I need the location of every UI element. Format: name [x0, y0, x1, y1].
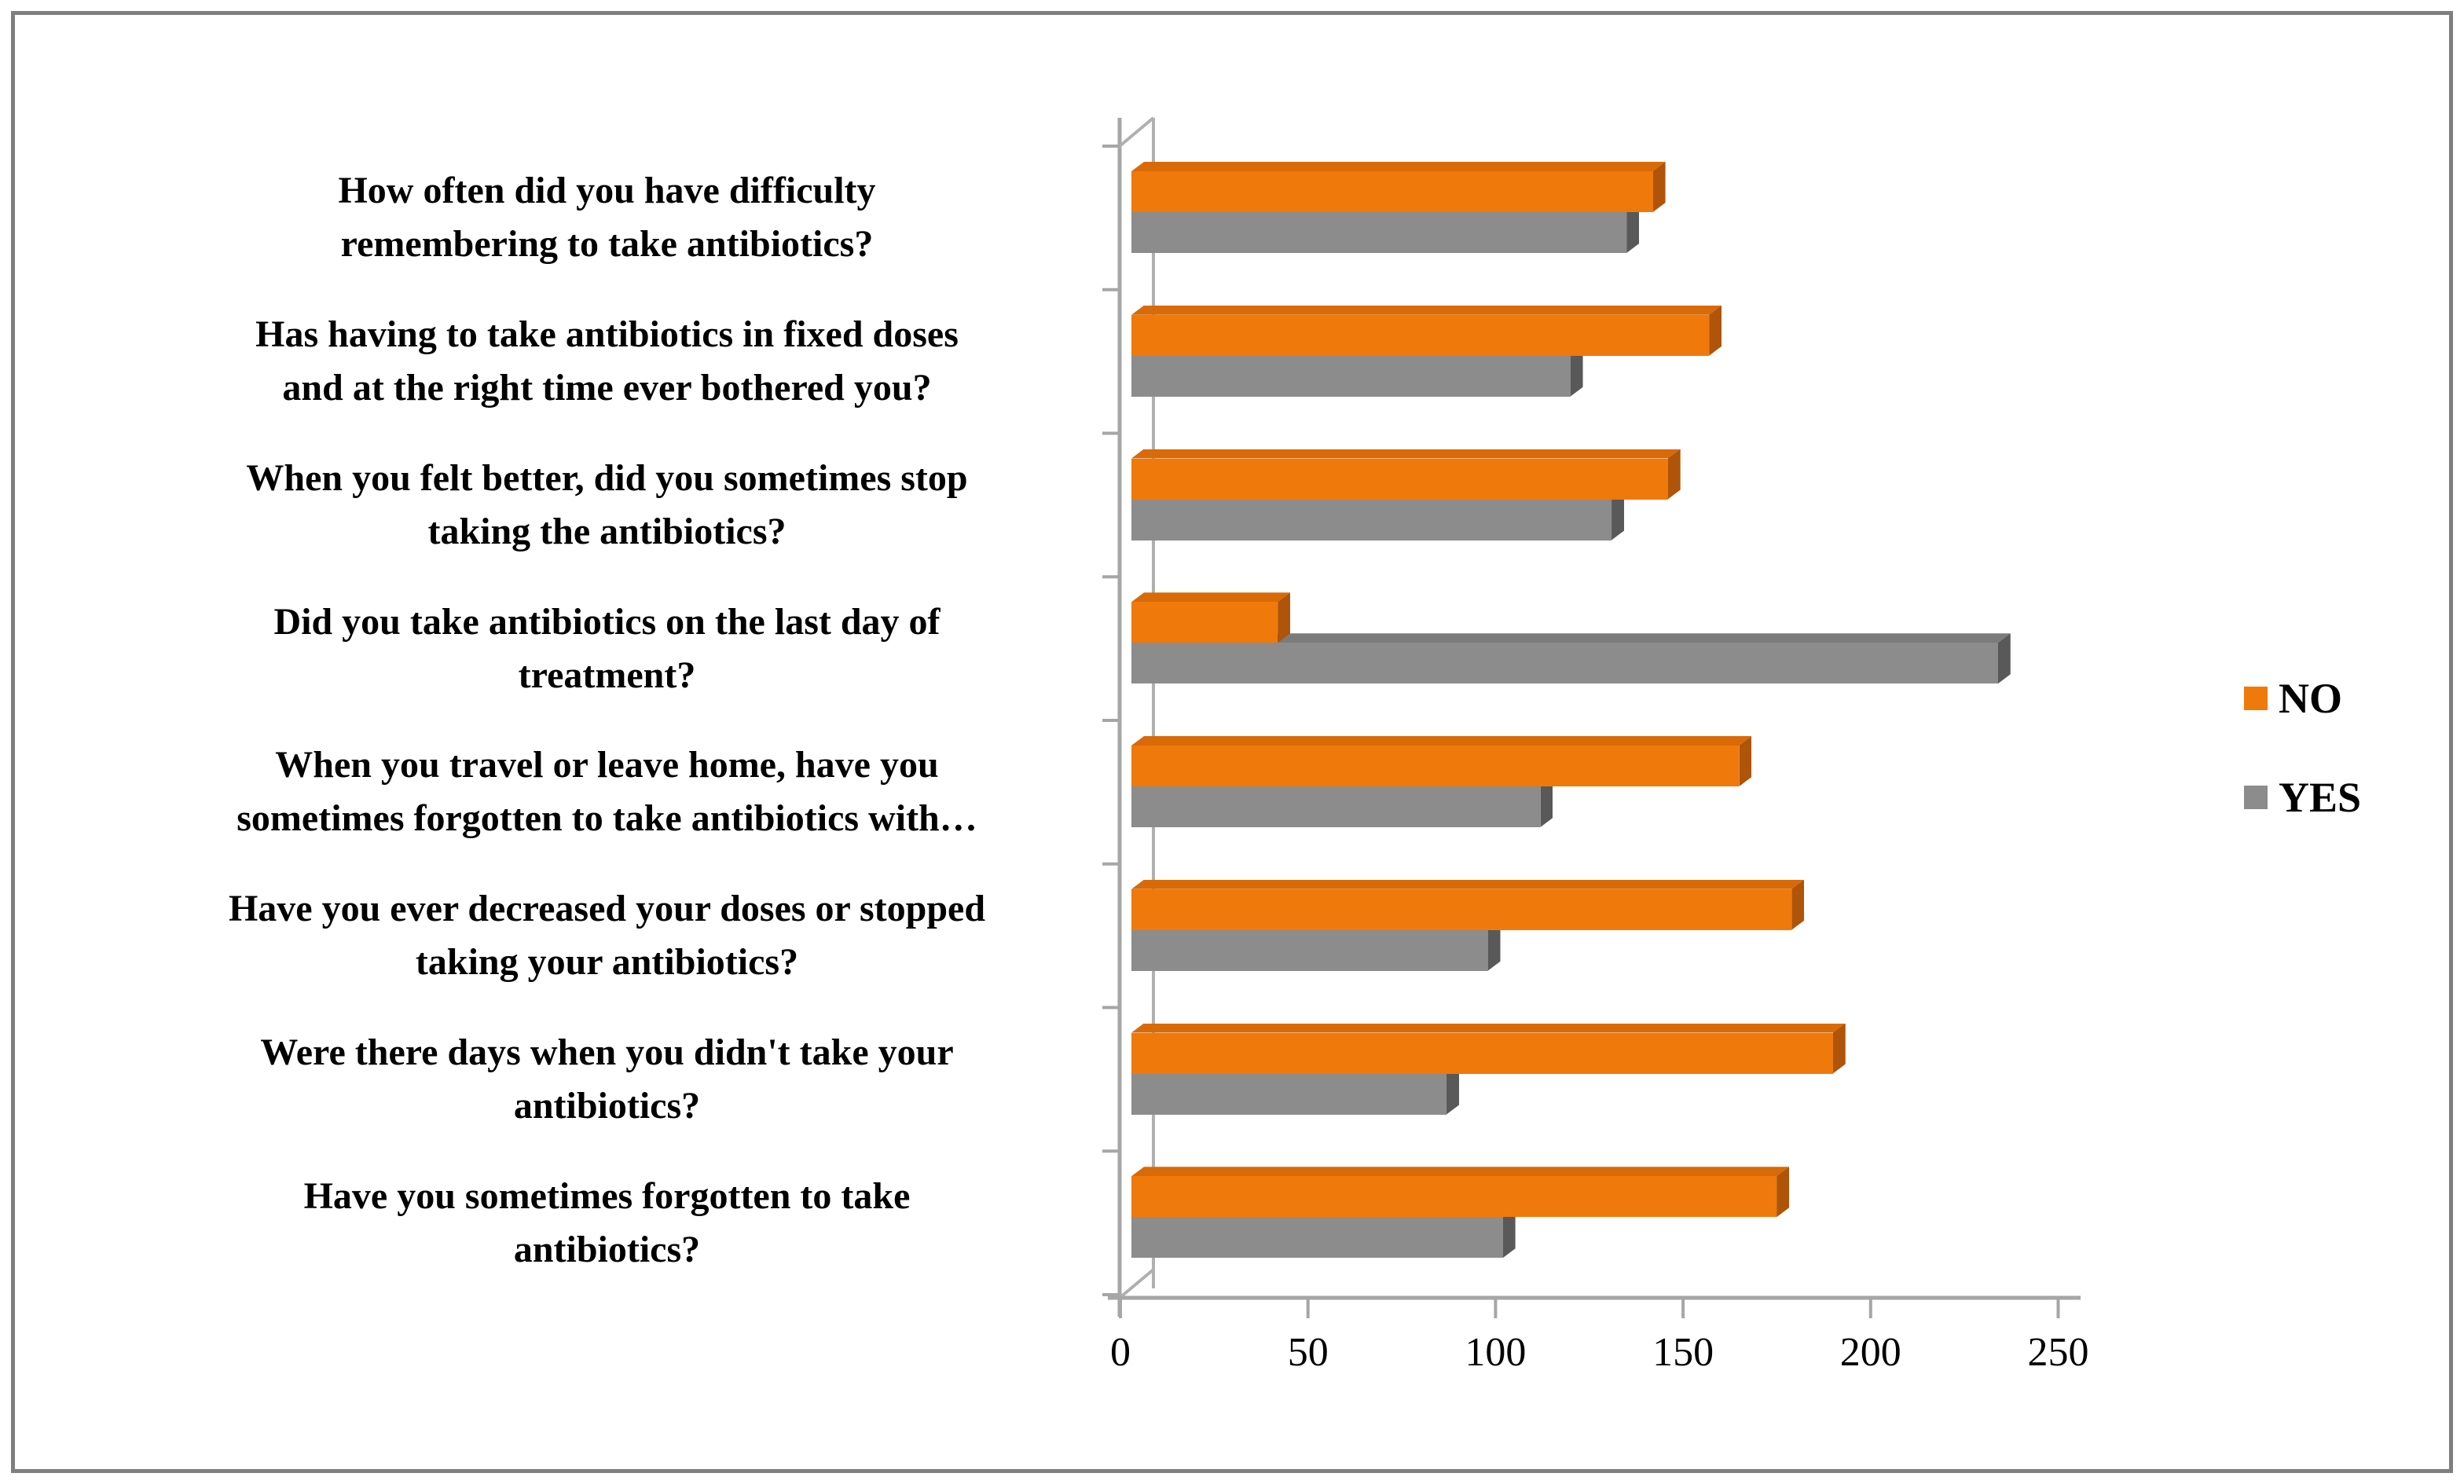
- category-label: Has having to take antibiotics in fixed …: [255, 313, 959, 409]
- legend-item-yes: YES: [2244, 773, 2361, 822]
- bar-no-top-face: [1131, 592, 1290, 602]
- category-label: When you travel or leave home, have you s…: [236, 744, 977, 840]
- x-tick-label: 200: [1839, 1330, 1901, 1375]
- bar-no: [1131, 171, 1653, 212]
- bar-no: [1131, 602, 1278, 643]
- bar-no: [1131, 1176, 1777, 1218]
- bar-no-top-face: [1131, 1167, 1789, 1176]
- legend-item-no: NO: [2244, 674, 2342, 723]
- bar-no: [1131, 458, 1668, 500]
- bar-no: [1131, 314, 1710, 356]
- bar-no-top-face: [1131, 880, 1804, 889]
- x-tick-label: 0: [1110, 1330, 1131, 1375]
- x-tick-label: 100: [1465, 1330, 1527, 1375]
- bar-yes-side-face: [1540, 777, 1553, 827]
- bar-yes-side-face: [1612, 490, 1624, 540]
- bar-yes: [1131, 929, 1488, 971]
- bar-no-top-face: [1131, 306, 1722, 315]
- bar-yes-side-face: [1446, 1064, 1459, 1115]
- bar-no-side-face: [1776, 1167, 1789, 1217]
- bar-no-top-face: [1131, 736, 1751, 746]
- bar-yes: [1131, 212, 1627, 253]
- category-label: Have you ever decreased your doses or st…: [228, 888, 986, 984]
- bar-yes: [1131, 355, 1571, 397]
- category-label: How often did you have difficulty remembe…: [338, 170, 876, 266]
- bar-no-top-face: [1131, 162, 1666, 171]
- bar-no-side-face: [1709, 306, 1722, 356]
- category-label: Have you sometimes forgotten to take anti…: [303, 1174, 911, 1270]
- x-tick-label: 150: [1652, 1330, 1714, 1375]
- bar-yes-side-face: [1626, 203, 1639, 253]
- x-tick-label: 50: [1287, 1330, 1329, 1375]
- bar-yes-side-face: [1488, 921, 1501, 971]
- bar-no-top-face: [1131, 1024, 1846, 1033]
- bar-no-side-face: [1653, 162, 1666, 212]
- category-label: Were there days when you didn't take you…: [260, 1031, 954, 1127]
- bar-yes: [1131, 786, 1541, 827]
- bar-yes: [1131, 643, 1998, 684]
- bar-yes: [1131, 1073, 1447, 1115]
- bar-yes-side-face: [1998, 633, 2011, 683]
- bar-no-side-face: [1833, 1024, 1846, 1074]
- legend-label: NO: [2279, 675, 2342, 722]
- bar-no: [1131, 1032, 1833, 1074]
- legend-swatch-no: [2244, 687, 2268, 710]
- bar-no: [1131, 889, 1792, 930]
- category-label: Did you take antibiotics on the last day…: [273, 600, 940, 696]
- bar-no-side-face: [1739, 736, 1751, 786]
- bar-yes-side-face: [1571, 346, 1583, 397]
- category-label: When you felt better, did you sometimes …: [246, 456, 968, 552]
- bar-no-side-face: [1668, 449, 1681, 500]
- bar-no-top-face: [1131, 449, 1681, 459]
- bar-yes: [1131, 499, 1612, 540]
- bar-yes-side-face: [1503, 1207, 1516, 1258]
- bar-no: [1131, 746, 1740, 786]
- legend-label: YES: [2279, 774, 2362, 821]
- x-tick-label: 250: [2027, 1330, 2089, 1375]
- bar-no-side-face: [1278, 592, 1290, 643]
- bar-yes: [1131, 1217, 1503, 1259]
- bar-yes-top-face: [1131, 633, 2011, 643]
- legend-swatch-yes: [2244, 786, 2268, 809]
- bar-no-side-face: [1791, 880, 1804, 930]
